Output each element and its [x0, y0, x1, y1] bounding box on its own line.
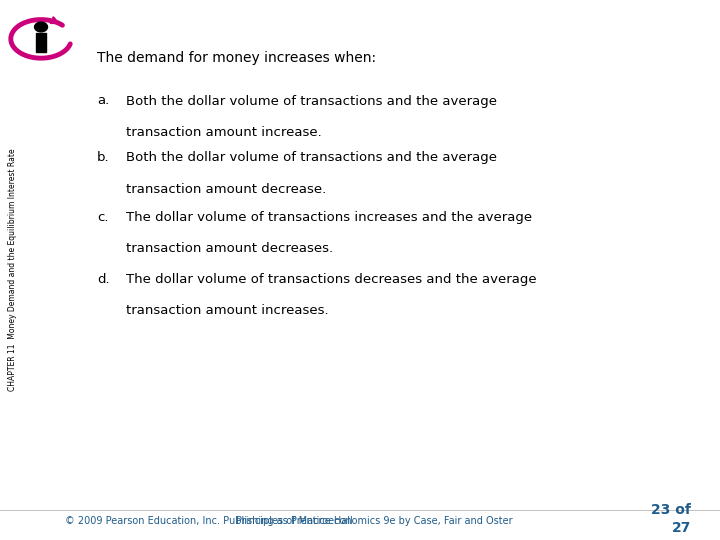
Text: b.: b.: [97, 151, 110, 164]
Circle shape: [35, 22, 48, 32]
Text: 27: 27: [672, 521, 691, 535]
Text: The demand for money increases when:: The demand for money increases when:: [97, 51, 377, 65]
Text: The dollar volume of transactions decreases and the average: The dollar volume of transactions decrea…: [126, 273, 536, 286]
Text: Both the dollar volume of transactions and the average: Both the dollar volume of transactions a…: [126, 94, 497, 107]
Text: © 2009 Pearson Education, Inc. Publishing as Prentice Hall: © 2009 Pearson Education, Inc. Publishin…: [65, 516, 353, 526]
Text: The dollar volume of transactions increases and the average: The dollar volume of transactions increa…: [126, 211, 532, 224]
Text: 23 of: 23 of: [652, 503, 691, 517]
Text: CHAPTER 11  Money Demand and the Equilibrium Interest Rate: CHAPTER 11 Money Demand and the Equilibr…: [9, 148, 17, 392]
Text: d.: d.: [97, 273, 110, 286]
Text: Principles of Macroeconomics 9e by Case, Fair and Oster: Principles of Macroeconomics 9e by Case,…: [236, 516, 513, 526]
Text: a.: a.: [97, 94, 109, 107]
Text: Both the dollar volume of transactions and the average: Both the dollar volume of transactions a…: [126, 151, 497, 164]
Text: transaction amount decreases.: transaction amount decreases.: [126, 242, 333, 255]
Text: transaction amount increase.: transaction amount increase.: [126, 126, 322, 139]
Text: transaction amount decrease.: transaction amount decrease.: [126, 183, 326, 195]
Text: transaction amount increases.: transaction amount increases.: [126, 304, 328, 317]
Text: c.: c.: [97, 211, 109, 224]
Bar: [36, 33, 46, 52]
